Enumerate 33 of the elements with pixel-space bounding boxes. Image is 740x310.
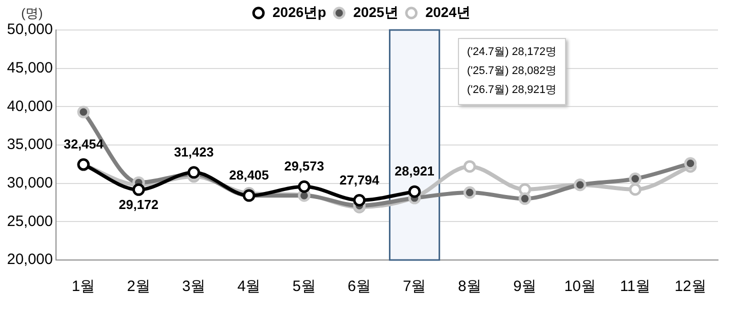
x-tick-label: 2월 bbox=[126, 278, 150, 296]
y-tick-label: 20,000 bbox=[6, 251, 53, 268]
y-tick-label: 35,000 bbox=[6, 136, 53, 154]
annotation: ('25.7월) 28,082명 bbox=[467, 64, 557, 79]
x-tick-label: 4월 bbox=[237, 278, 261, 296]
y-tick-label: 50,000 bbox=[6, 21, 53, 38]
x-tick-label: 3월 bbox=[182, 278, 206, 296]
x-tick-label: 11월 bbox=[620, 278, 651, 296]
y-axis-title: (명) bbox=[21, 6, 43, 21]
annotation: ('26.7월) 28,921명 bbox=[467, 83, 557, 98]
data-label: 29,172 bbox=[118, 196, 159, 212]
y-tick-label: 25,000 bbox=[6, 212, 53, 230]
data-label: 31,423 bbox=[174, 144, 214, 160]
legend-label: 2025년 bbox=[353, 4, 398, 20]
x-tick-label: 9월 bbox=[513, 278, 537, 296]
y-tick-label: 40,000 bbox=[6, 98, 53, 115]
annotation: ('24.7월) 28,172명 bbox=[467, 45, 557, 60]
x-tick-label: 6월 bbox=[348, 278, 372, 296]
x-tick-label: 1월 bbox=[72, 278, 96, 296]
x-tick-label: 5월 bbox=[292, 278, 316, 296]
x-tick-label: 12월 bbox=[674, 278, 706, 296]
data-label: 29,573 bbox=[284, 158, 324, 174]
y-tick-label: 45,000 bbox=[6, 59, 53, 76]
legend-label: 2024년 bbox=[425, 4, 471, 20]
data-label: 32,454 bbox=[64, 136, 104, 152]
legend-label: 2026년p bbox=[272, 4, 326, 20]
x-tick-label: 10월 bbox=[564, 278, 596, 296]
y-tick-label: 30,000 bbox=[6, 174, 53, 192]
data-label: 28,921 bbox=[394, 164, 434, 179]
x-tick-label: 8월 bbox=[458, 278, 482, 296]
x-tick-label: 7월 bbox=[402, 278, 426, 296]
data-label: 27,794 bbox=[339, 172, 380, 188]
data-label: 28,405 bbox=[229, 168, 269, 183]
